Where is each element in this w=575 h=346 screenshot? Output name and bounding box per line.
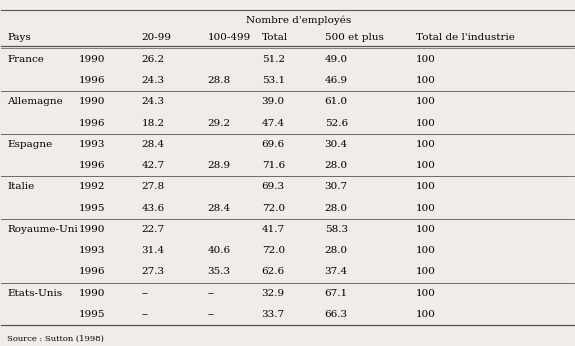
Text: 27.8: 27.8: [141, 182, 164, 191]
Text: 37.4: 37.4: [325, 267, 348, 276]
Text: 40.6: 40.6: [208, 246, 231, 255]
Text: 100: 100: [416, 140, 436, 149]
Text: 24.3: 24.3: [141, 76, 164, 85]
Text: --: --: [208, 310, 214, 319]
Text: 20-99: 20-99: [141, 33, 171, 42]
Text: 61.0: 61.0: [325, 98, 348, 107]
Text: Etats-Unis: Etats-Unis: [7, 289, 62, 298]
Text: 28.0: 28.0: [325, 204, 348, 213]
Text: 24.3: 24.3: [141, 98, 164, 107]
Text: 1990: 1990: [79, 55, 105, 64]
Text: 39.0: 39.0: [262, 98, 285, 107]
Text: 28.4: 28.4: [208, 204, 231, 213]
Text: --: --: [141, 289, 148, 298]
Text: Total: Total: [262, 33, 288, 42]
Text: 100: 100: [416, 182, 436, 191]
Text: 1995: 1995: [79, 310, 105, 319]
Text: France: France: [7, 55, 44, 64]
Text: Italie: Italie: [7, 182, 34, 191]
Text: Espagne: Espagne: [7, 140, 52, 149]
Text: 1993: 1993: [79, 246, 105, 255]
Text: 100: 100: [416, 225, 436, 234]
Text: 28.0: 28.0: [325, 246, 348, 255]
Text: 72.0: 72.0: [262, 246, 285, 255]
Text: Source : Sutton (1998): Source : Sutton (1998): [7, 335, 104, 343]
Text: 28.8: 28.8: [208, 76, 231, 85]
Text: 52.6: 52.6: [325, 119, 348, 128]
Text: 41.7: 41.7: [262, 225, 285, 234]
Text: 33.7: 33.7: [262, 310, 285, 319]
Text: 1993: 1993: [79, 140, 105, 149]
Text: 1990: 1990: [79, 225, 105, 234]
Text: 1996: 1996: [79, 119, 105, 128]
Text: 32.9: 32.9: [262, 289, 285, 298]
Text: Total de l'industrie: Total de l'industrie: [416, 33, 515, 42]
Text: 100: 100: [416, 76, 436, 85]
Text: 31.4: 31.4: [141, 246, 164, 255]
Text: 100: 100: [416, 289, 436, 298]
Text: 1990: 1990: [79, 98, 105, 107]
Text: 1992: 1992: [79, 182, 105, 191]
Text: 35.3: 35.3: [208, 267, 231, 276]
Text: 67.1: 67.1: [325, 289, 348, 298]
Text: --: --: [141, 310, 148, 319]
Text: 29.2: 29.2: [208, 119, 231, 128]
Text: 100: 100: [416, 98, 436, 107]
Text: Pays: Pays: [7, 33, 31, 42]
Text: 100: 100: [416, 267, 436, 276]
Text: 28.4: 28.4: [141, 140, 164, 149]
Text: 71.6: 71.6: [262, 161, 285, 170]
Text: --: --: [208, 289, 214, 298]
Text: 100: 100: [416, 310, 436, 319]
Text: 43.6: 43.6: [141, 204, 164, 213]
Text: 72.0: 72.0: [262, 204, 285, 213]
Text: 100: 100: [416, 246, 436, 255]
Text: 49.0: 49.0: [325, 55, 348, 64]
Text: 58.3: 58.3: [325, 225, 348, 234]
Text: 53.1: 53.1: [262, 76, 285, 85]
Text: 500 et plus: 500 et plus: [325, 33, 384, 42]
Text: 100: 100: [416, 204, 436, 213]
Text: 22.7: 22.7: [141, 225, 164, 234]
Text: 1995: 1995: [79, 204, 105, 213]
Text: 100-499: 100-499: [208, 33, 251, 42]
Text: 51.2: 51.2: [262, 55, 285, 64]
Text: 47.4: 47.4: [262, 119, 285, 128]
Text: 30.4: 30.4: [325, 140, 348, 149]
Text: 1990: 1990: [79, 289, 105, 298]
Text: 62.6: 62.6: [262, 267, 285, 276]
Text: 1996: 1996: [79, 267, 105, 276]
Text: 69.6: 69.6: [262, 140, 285, 149]
Text: 26.2: 26.2: [141, 55, 164, 64]
Text: Allemagne: Allemagne: [7, 98, 63, 107]
Text: Nombre d'employés: Nombre d'employés: [246, 15, 351, 25]
Text: 28.0: 28.0: [325, 161, 348, 170]
Text: 1996: 1996: [79, 76, 105, 85]
Text: 69.3: 69.3: [262, 182, 285, 191]
Text: 42.7: 42.7: [141, 161, 164, 170]
Text: 100: 100: [416, 119, 436, 128]
Text: 66.3: 66.3: [325, 310, 348, 319]
Text: 100: 100: [416, 55, 436, 64]
Text: Royaume-Uni: Royaume-Uni: [7, 225, 78, 234]
Text: 100: 100: [416, 161, 436, 170]
Text: 1996: 1996: [79, 161, 105, 170]
Text: 27.3: 27.3: [141, 267, 164, 276]
Text: 28.9: 28.9: [208, 161, 231, 170]
Text: 46.9: 46.9: [325, 76, 348, 85]
Text: 30.7: 30.7: [325, 182, 348, 191]
Text: 18.2: 18.2: [141, 119, 164, 128]
